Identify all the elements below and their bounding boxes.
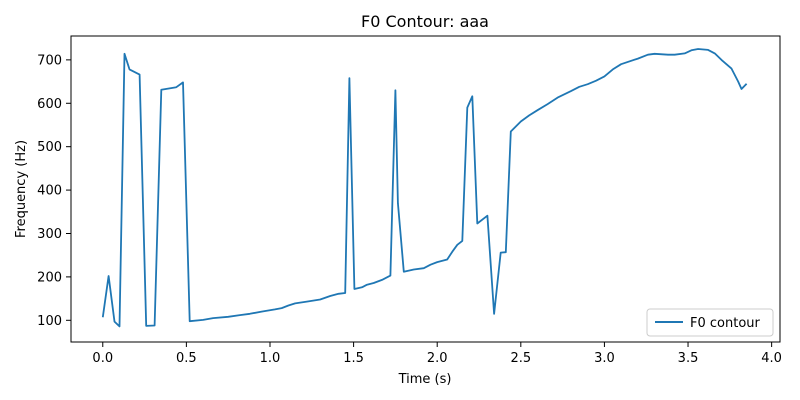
chart-title: F0 Contour: aaa <box>361 12 489 31</box>
x-axis-ticks: 0.0 0.5 1.0 1.5 2.0 2.5 3.0 3.5 4.0 <box>92 342 782 366</box>
x-axis-label: Time (s) <box>398 372 452 387</box>
y-tick-label: 700 <box>37 53 62 68</box>
x-tick-label: 2.5 <box>510 351 531 366</box>
x-tick-label: 3.5 <box>678 351 699 366</box>
x-tick-label: 0.0 <box>92 351 113 366</box>
legend-box <box>646 308 774 337</box>
plot-frame <box>70 35 781 343</box>
y-tick-label: 300 <box>37 227 62 242</box>
x-tick-label: 1.5 <box>343 351 364 366</box>
y-axis-ticks: 100 200 300 400 500 600 700 <box>37 53 71 329</box>
y-tick-label: 500 <box>37 140 62 155</box>
x-tick-label: 1.0 <box>260 351 281 366</box>
y-axis-label: Frequency (Hz) <box>14 140 29 238</box>
y-tick-label: 200 <box>37 270 62 285</box>
x-tick-label: 3.0 <box>594 351 615 366</box>
y-tick-label: 400 <box>37 184 62 199</box>
y-tick-label: 100 <box>37 314 62 329</box>
y-tick-label: 600 <box>37 97 62 112</box>
x-tick-label: 4.0 <box>761 351 782 366</box>
series-line-f0-contour <box>101 48 748 328</box>
x-tick-label: 2.0 <box>427 351 448 366</box>
legend-label-f0-contour: F0 contour <box>690 316 761 331</box>
x-tick-label: 0.5 <box>176 351 197 366</box>
legend: F0 contour <box>646 308 774 337</box>
series-layer <box>101 48 748 328</box>
